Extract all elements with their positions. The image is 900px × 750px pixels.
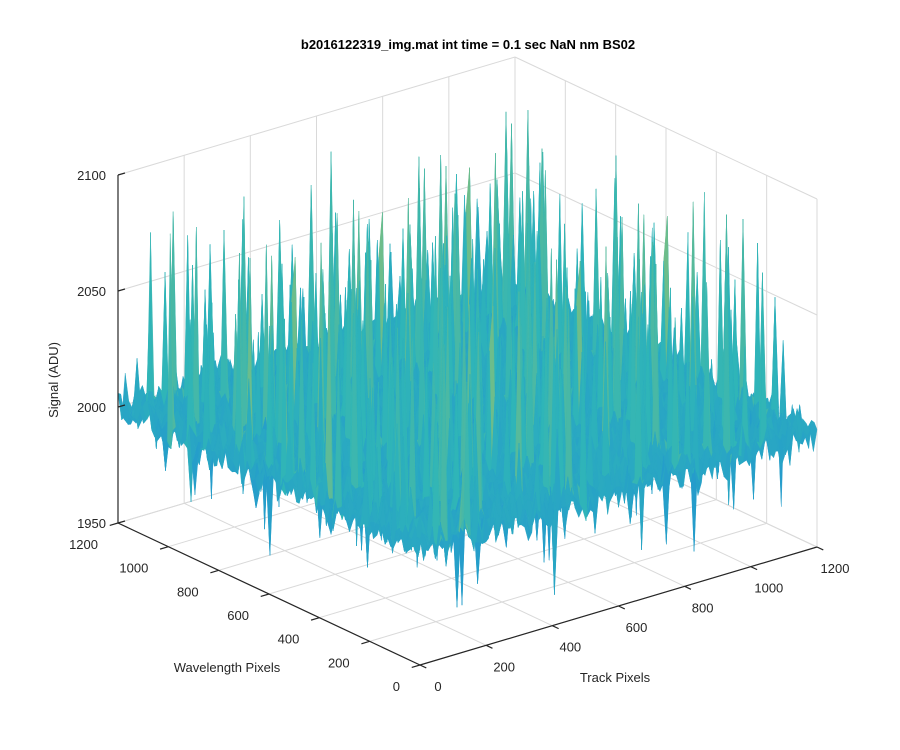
grid-line-floor-y [319,499,717,619]
chart-title: b2016122319_img.mat int time = 0.1 sec N… [301,37,635,52]
grid-line-floor-y [369,522,767,642]
grid-line-side-z [514,56,818,200]
grid-line-back-z [117,172,516,292]
surface-mesh [117,110,818,608]
grid-line-back-z [117,56,516,176]
